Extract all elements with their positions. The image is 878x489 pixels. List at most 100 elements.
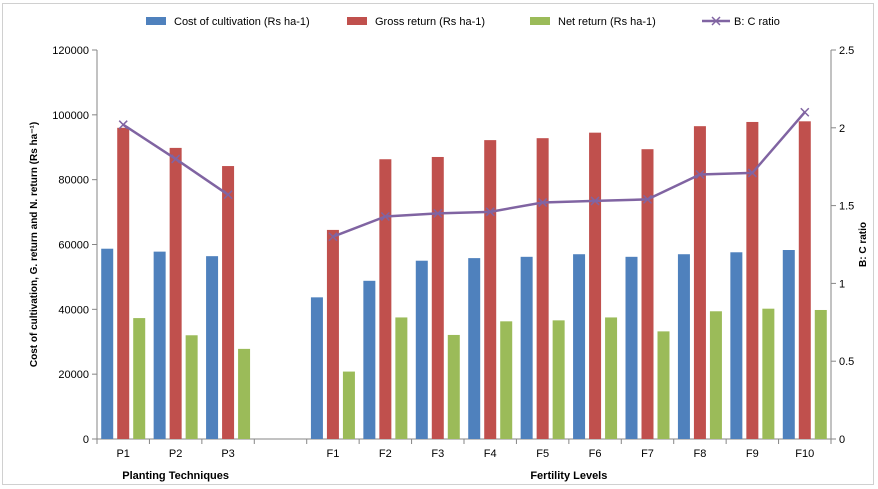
bar-series-0: [625, 256, 638, 439]
x-tick-label: P2: [169, 448, 182, 460]
line-point-marker: [642, 194, 653, 204]
bar-series-1: [117, 127, 130, 440]
line-point-3: [538, 197, 548, 208]
legend: Cost of cultivation (Rs ha-1) Gross retur…: [146, 16, 780, 28]
bar-series-1: [326, 229, 339, 439]
bar-series-0: [415, 260, 428, 439]
line-point-marker: [485, 207, 495, 217]
bar-series-0: [310, 297, 323, 439]
line-point-marker: [118, 120, 128, 130]
line-point-3: [118, 120, 128, 130]
line-point-3: [800, 107, 810, 117]
x-tick-label: F6: [589, 448, 602, 460]
legend-label-1: Gross return (Rs ha-1): [375, 16, 485, 28]
x-tick-label: F2: [379, 448, 392, 460]
bar-series-0: [206, 256, 219, 439]
line-point-3: [747, 168, 757, 178]
x-tick-label: F4: [484, 448, 497, 460]
y-left-tick-label: 120000: [52, 45, 89, 57]
bar-series-0: [468, 258, 481, 439]
x-tick-label: F9: [746, 448, 759, 460]
line-point-3: [433, 208, 443, 218]
y-left-tick-label: 100000: [52, 110, 89, 122]
bar-series-0: [677, 254, 690, 439]
bar-series-2: [238, 348, 251, 439]
y-left-tick-label: 0: [83, 434, 89, 446]
line-point-3: [590, 196, 600, 206]
legend-marker-3: [711, 16, 721, 26]
axes: [92, 49, 836, 444]
line-point-marker: [695, 169, 705, 180]
bar-series-1: [693, 126, 706, 439]
bar-series-1: [379, 159, 392, 439]
chart-frame: [2, 3, 874, 485]
bar-series-2: [185, 335, 198, 439]
line-point-marker: [171, 154, 181, 164]
line-point-marker: [590, 196, 600, 206]
bar-series-0: [782, 250, 795, 439]
legend-swatch-2: [530, 17, 550, 25]
y-right-tick-label: 2.5: [839, 45, 854, 57]
line-point-3: [171, 154, 181, 164]
x-tick-label: P3: [221, 448, 234, 460]
bar-series-0: [730, 252, 743, 439]
legend-label-0: Cost of cultivation (Rs ha-1): [174, 16, 310, 28]
line-point-marker: [223, 190, 233, 200]
bar-series-2: [447, 334, 460, 439]
bar-series-1: [169, 147, 182, 440]
line-layer: [118, 107, 810, 242]
bar-series-1: [589, 132, 602, 439]
line-point-marker: [800, 107, 810, 117]
y-left-tick-label: 60000: [58, 240, 89, 252]
bar-series-2: [657, 331, 670, 439]
bar-series-2: [762, 308, 775, 439]
bar-series-0: [101, 248, 114, 439]
bar-series-0: [573, 254, 586, 439]
x-tick-label: F5: [536, 448, 549, 460]
bar-series-0: [153, 251, 166, 439]
legend-label-3: B: C ratio: [734, 16, 780, 28]
labels: 0 20000 40000 60000 80000 100000 120000 0 0.5 1 1.…: [29, 45, 869, 482]
line-point-3: [223, 190, 233, 200]
x-tick-label: F8: [694, 448, 707, 460]
bar-series-1: [222, 166, 235, 439]
y-right-tick-label: 1: [839, 278, 845, 290]
bar-series-1: [746, 121, 759, 439]
legend-label-2: Net return (Rs ha-1): [558, 16, 656, 28]
bar-series-2: [552, 320, 565, 439]
bar-series-1: [431, 156, 444, 439]
y-left-tick-label: 20000: [58, 369, 89, 381]
bar-series-1: [536, 138, 549, 439]
bar-series-1: [641, 149, 654, 439]
group-label-planting: Planting Techniques: [122, 470, 229, 482]
line-point-3: [695, 169, 705, 180]
legend-swatch-0: [146, 17, 166, 25]
line-point-3: [642, 194, 653, 204]
bar-series-2: [500, 321, 513, 439]
bar-series-2: [709, 311, 722, 439]
y-left-tick-label: 40000: [58, 304, 89, 316]
y-right-tick-label: 2: [839, 123, 845, 135]
line-point-marker: [380, 211, 390, 222]
line-point-marker: [747, 168, 757, 178]
x-tick-label: P1: [116, 448, 129, 460]
line-point-marker: [433, 208, 443, 218]
bar-series-2: [814, 309, 827, 439]
y-right-axis-title: B: C ratio: [858, 222, 869, 267]
y-left-tick-label: 80000: [58, 175, 89, 187]
y-left-axis-title: Cost of cultivation, G. return and N. re…: [29, 122, 40, 367]
x-tick-label: F3: [431, 448, 444, 460]
line-point-marker: [328, 232, 338, 242]
x-tick-label: F7: [641, 448, 654, 460]
line-point-3: [380, 211, 390, 222]
y-right-tick-label: 1.5: [839, 201, 854, 213]
bars: [101, 121, 827, 440]
bar-series-1: [798, 121, 811, 440]
bar-series-2: [342, 371, 355, 439]
line-point-3: [328, 232, 338, 242]
x-tick-label: F1: [327, 448, 340, 460]
y-right-tick-label: 0.5: [839, 356, 854, 368]
bar-series-2: [395, 317, 408, 439]
bar-series-2: [133, 318, 146, 439]
